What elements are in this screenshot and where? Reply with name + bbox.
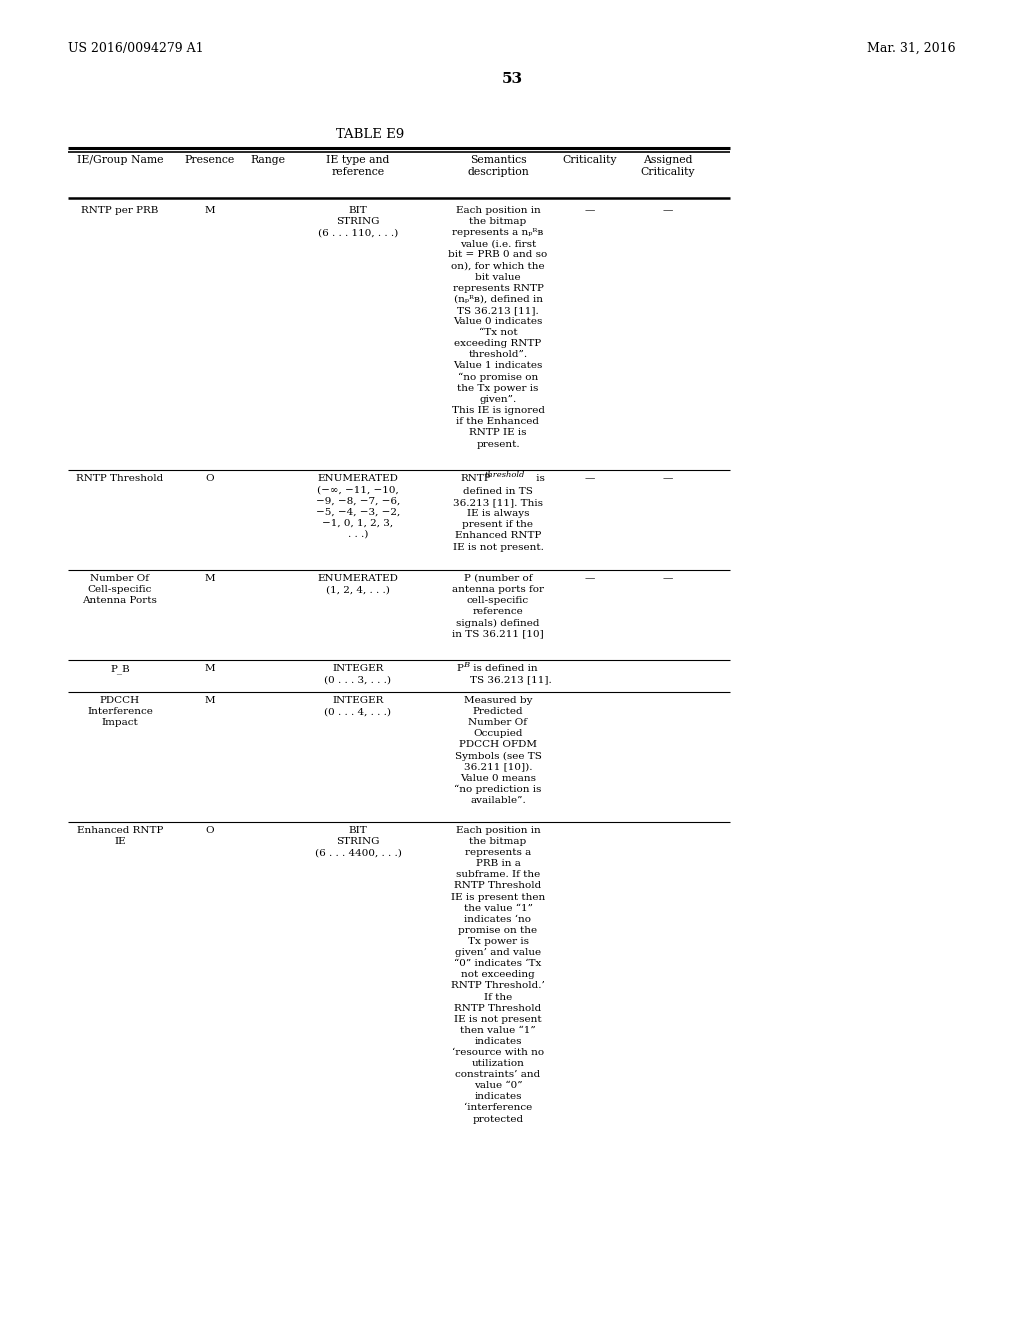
Text: —: — (585, 574, 595, 583)
Text: defined in TS
36.213 [11]. This
IE is always
present if the
Enhanced RNTP
IE is : defined in TS 36.213 [11]. This IE is al… (453, 487, 544, 552)
Text: IE type and
reference: IE type and reference (327, 154, 390, 177)
Text: M: M (205, 664, 215, 673)
Text: is: is (534, 474, 545, 483)
Text: Criticality: Criticality (563, 154, 617, 165)
Text: PDCCH
Interference
Impact: PDCCH Interference Impact (87, 696, 153, 727)
Text: —: — (663, 474, 673, 483)
Text: Presence: Presence (185, 154, 236, 165)
Text: M: M (205, 574, 215, 583)
Text: Mar. 31, 2016: Mar. 31, 2016 (867, 42, 956, 55)
Text: Number Of
Cell-specific
Antenna Ports: Number Of Cell-specific Antenna Ports (83, 574, 158, 605)
Text: Enhanced RNTP
IE: Enhanced RNTP IE (77, 826, 163, 846)
Text: RNTP Threshold: RNTP Threshold (77, 474, 164, 483)
Text: M: M (205, 206, 215, 215)
Text: TABLE E9: TABLE E9 (336, 128, 404, 141)
Text: RNTP per PRB: RNTP per PRB (81, 206, 159, 215)
Text: M: M (205, 696, 215, 705)
Text: Each position in
the bitmap
represents a nₚᴿв
value (i.e. first
bit = PRB 0 and : Each position in the bitmap represents a… (449, 206, 548, 449)
Text: BIT
STRING
(6 . . . 4400, . . .): BIT STRING (6 . . . 4400, . . .) (314, 826, 401, 857)
Text: IE/Group Name: IE/Group Name (77, 154, 163, 165)
Text: P_B: P_B (111, 664, 130, 673)
Text: —: — (663, 206, 673, 215)
Text: BIT
STRING
(6 . . . 110, . . .): BIT STRING (6 . . . 110, . . .) (317, 206, 398, 238)
Text: RNTP: RNTP (460, 474, 490, 483)
Text: P: P (456, 664, 463, 673)
Text: P (number of
antenna ports for
cell-specific
reference
signals) defined
in TS 36: P (number of antenna ports for cell-spec… (452, 574, 544, 639)
Text: —: — (585, 206, 595, 215)
Text: Range: Range (251, 154, 286, 165)
Text: —: — (585, 474, 595, 483)
Text: Assigned
Criticality: Assigned Criticality (641, 154, 695, 177)
Text: is defined in
TS 36.213 [11].: is defined in TS 36.213 [11]. (470, 664, 552, 684)
Text: INTEGER
(0 . . . 4, . . .): INTEGER (0 . . . 4, . . .) (325, 696, 391, 715)
Text: ENUMERATED
(1, 2, 4, . . .): ENUMERATED (1, 2, 4, . . .) (317, 574, 398, 594)
Text: threshold: threshold (485, 471, 525, 479)
Text: US 2016/0094279 A1: US 2016/0094279 A1 (68, 42, 204, 55)
Text: Each position in
the bitmap
represents a
PRB in a
subframe. If the
RNTP Threshol: Each position in the bitmap represents a… (451, 826, 545, 1123)
Text: Semantics
description: Semantics description (467, 154, 528, 177)
Text: —: — (663, 574, 673, 583)
Text: O: O (206, 474, 214, 483)
Text: B: B (463, 661, 469, 669)
Text: 53: 53 (502, 73, 522, 86)
Text: INTEGER
(0 . . . 3, . . .): INTEGER (0 . . . 3, . . .) (325, 664, 391, 684)
Text: O: O (206, 826, 214, 836)
Text: ENUMERATED
(−∞, −11, −10,
−9, −8, −7, −6,
−5, −4, −3, −2,
−1, 0, 1, 2, 3,
. . .): ENUMERATED (−∞, −11, −10, −9, −8, −7, −6… (315, 474, 400, 539)
Text: Measured by
Predicted
Number Of
Occupied
PDCCH OFDM
Symbols (see TS
36.211 [10]): Measured by Predicted Number Of Occupied… (455, 696, 542, 805)
